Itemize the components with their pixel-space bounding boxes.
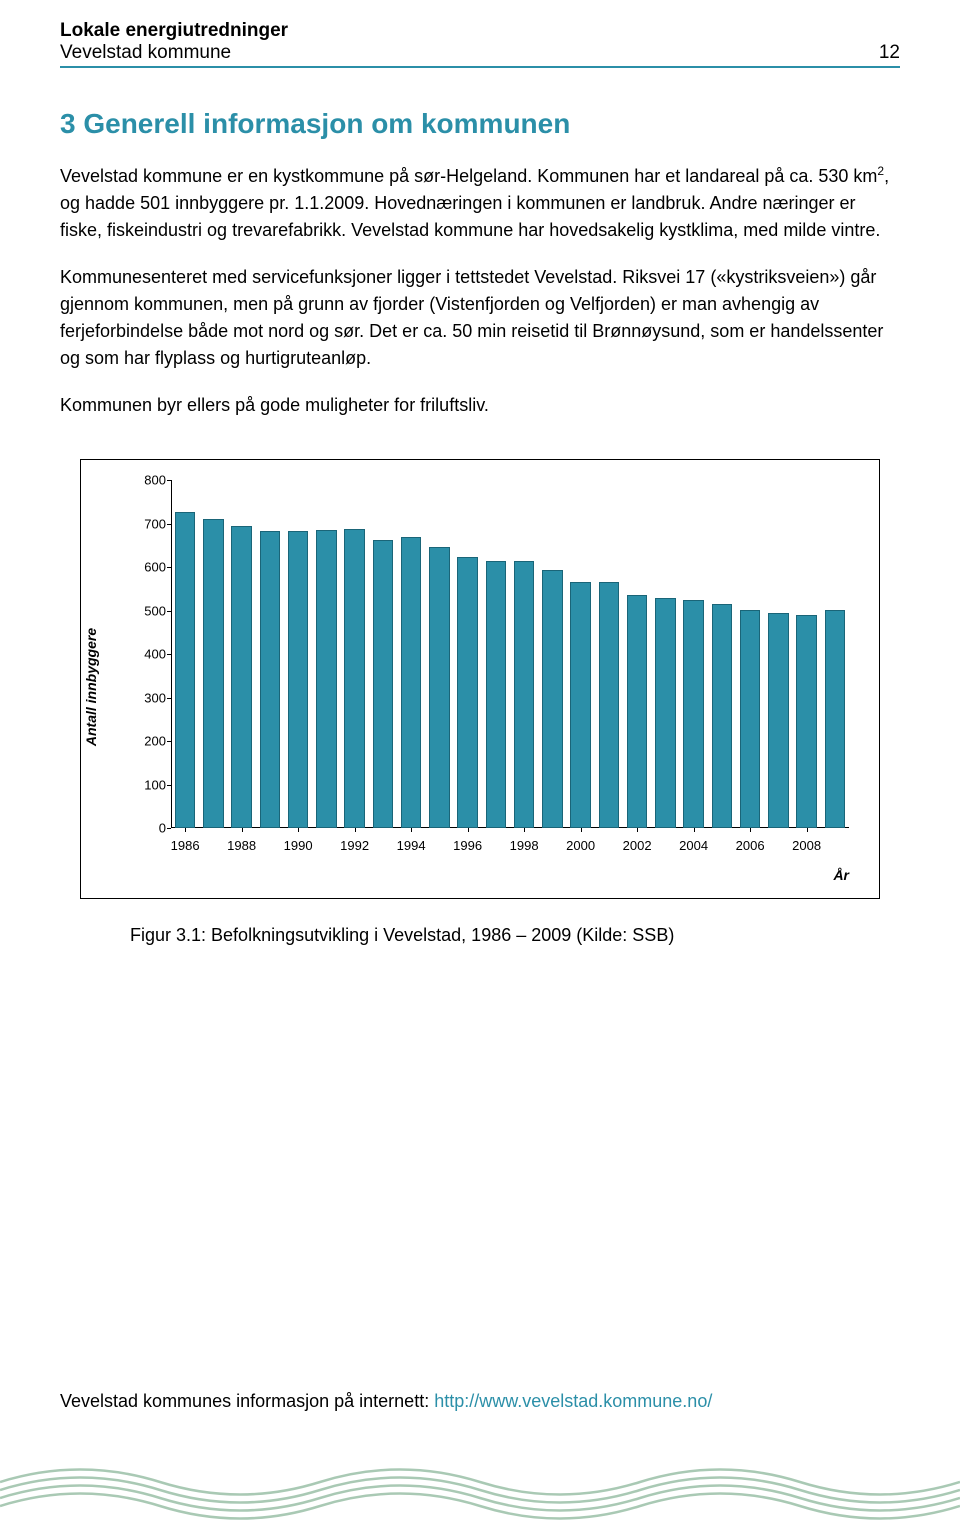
- y-tick-label: 100: [136, 777, 166, 792]
- y-tick-label: 700: [136, 516, 166, 531]
- paragraph-1: Vevelstad kommune er en kystkommune på s…: [60, 162, 900, 244]
- figure-caption: Figur 3.1: Befolkningsutvikling i Vevels…: [130, 925, 900, 946]
- chart-bar: [570, 582, 590, 828]
- chart-bar: [316, 530, 336, 828]
- plot-area: [171, 480, 849, 828]
- y-tick-label: 0: [136, 821, 166, 836]
- x-tick-label: 1988: [227, 838, 256, 853]
- chart-bar: [231, 526, 251, 828]
- y-axis-label: Antall innbyggere: [83, 628, 99, 746]
- y-tick-mark: [167, 698, 171, 699]
- y-tick-mark: [167, 785, 171, 786]
- x-tick-label: 2008: [792, 838, 821, 853]
- y-axis-line: [171, 480, 172, 828]
- page-number: 12: [879, 42, 900, 64]
- chart-bar: [599, 582, 619, 828]
- chart-bar: [627, 595, 647, 828]
- x-tick-label: 1998: [510, 838, 539, 853]
- chart-bar: [514, 561, 534, 828]
- x-tick-mark: [524, 828, 525, 832]
- x-tick-label: 2006: [736, 838, 765, 853]
- x-tick-label: 2002: [623, 838, 652, 853]
- chart-bar: [825, 610, 845, 828]
- y-tick-mark: [167, 480, 171, 481]
- y-tick-mark: [167, 567, 171, 568]
- chart-bar: [740, 610, 760, 828]
- x-tick-mark: [750, 828, 751, 832]
- y-tick-label: 500: [136, 603, 166, 618]
- y-tick-mark: [167, 828, 171, 829]
- y-tick-mark: [167, 654, 171, 655]
- chart-bar: [542, 570, 562, 828]
- chart-bar: [175, 512, 195, 828]
- chart-bar: [796, 615, 816, 828]
- chart-bar: [260, 531, 280, 828]
- x-tick-label: 1994: [397, 838, 426, 853]
- chart-bar: [203, 519, 223, 828]
- x-tick-mark: [411, 828, 412, 832]
- x-tick-label: 1996: [453, 838, 482, 853]
- footer-prefix: Vevelstad kommunes informasjon på intern…: [60, 1391, 434, 1411]
- chart-bar: [655, 598, 675, 828]
- paragraph-2: Kommunesenteret med servicefunksjoner li…: [60, 264, 900, 372]
- page-header: Lokale energiutredninger Vevelstad kommu…: [60, 20, 900, 68]
- header-title: Lokale energiutredninger: [60, 20, 900, 42]
- x-axis-label: År: [833, 867, 849, 883]
- chart-bar: [288, 531, 308, 828]
- x-tick-label: 1992: [340, 838, 369, 853]
- chart-bar: [457, 557, 477, 828]
- y-tick-mark: [167, 524, 171, 525]
- y-tick-mark: [167, 611, 171, 612]
- population-chart: Antall innbyggere År 0 100 200 300 400 500 600…: [80, 459, 880, 899]
- y-tick-label: 200: [136, 734, 166, 749]
- y-tick-label: 800: [136, 473, 166, 488]
- x-tick-label: 2004: [679, 838, 708, 853]
- chart-bar: [768, 613, 788, 828]
- footer-link-line: Vevelstad kommunes informasjon på intern…: [60, 1391, 900, 1412]
- section-heading: 3 Generell informasjon om kommunen: [60, 108, 900, 140]
- header-subtitle: Vevelstad kommune: [60, 42, 231, 64]
- y-tick-mark: [167, 741, 171, 742]
- x-tick-mark: [298, 828, 299, 832]
- x-tick-label: 1990: [284, 838, 313, 853]
- decorative-wave: [0, 1442, 960, 1522]
- chart-bar: [712, 604, 732, 828]
- x-tick-mark: [185, 828, 186, 832]
- chart-bar: [429, 547, 449, 828]
- x-tick-mark: [807, 828, 808, 832]
- x-tick-mark: [242, 828, 243, 832]
- x-tick-label: 1986: [171, 838, 200, 853]
- x-tick-mark: [468, 828, 469, 832]
- chart-bar: [401, 537, 421, 828]
- paragraph-3: Kommunen byr ellers på gode muligheter f…: [60, 392, 900, 419]
- x-tick-mark: [355, 828, 356, 832]
- footer-link[interactable]: http://www.vevelstad.kommune.no/: [434, 1391, 712, 1411]
- chart-bar: [486, 561, 506, 828]
- y-tick-label: 300: [136, 690, 166, 705]
- chart-bar: [683, 600, 703, 828]
- y-tick-label: 400: [136, 647, 166, 662]
- x-tick-mark: [581, 828, 582, 832]
- chart-bar: [373, 540, 393, 828]
- x-tick-mark: [637, 828, 638, 832]
- chart-bar: [344, 529, 364, 828]
- x-tick-mark: [694, 828, 695, 832]
- x-tick-label: 2000: [566, 838, 595, 853]
- p1-part-a: Vevelstad kommune er en kystkommune på s…: [60, 166, 877, 186]
- y-tick-label: 600: [136, 560, 166, 575]
